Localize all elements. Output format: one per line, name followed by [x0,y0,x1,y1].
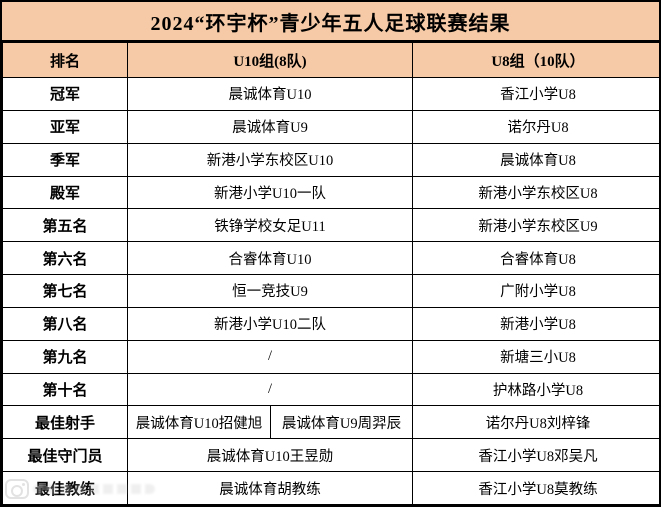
table-row: 第十名 / 护林路小学U8 [2,372,659,407]
u10-team-cell: 晨诚体育U10 [126,77,414,111]
rank-cell: 第五名 [2,208,128,243]
table-row: 亚军 晨诚体育U9 诺尔丹U8 [2,109,659,144]
rank-cell: 第九名 [2,339,128,374]
table-row: 第六名 合睿体育U10 合睿体育U8 [2,241,659,276]
rank-cell: 第七名 [2,274,128,308]
table-row: 第八名 新港小学U10二队 新港小学U8 [2,306,659,341]
u8-team-cell: 晨诚体育U8 [412,142,659,177]
table-row: 季军 新港小学东校区U10 晨诚体育U8 [2,142,659,177]
column-header-rank: 排名 [2,42,128,78]
rank-cell: 最佳教练 [2,471,128,505]
u8-team-cell: 诺尔丹U8刘梓锋 [412,405,659,440]
u10-team-cell: 晨诚体育U9周羿辰 [269,405,414,440]
rank-cell: 冠军 [2,77,128,111]
rank-cell: 第十名 [2,372,128,407]
u8-team-cell: 新港小学U8 [412,306,659,341]
u10-team-cell: 晨诚体育U9 [126,109,414,144]
page-title: 2024“环宇杯”青少年五人足球联赛结果 [2,2,659,42]
table-row: 第五名 铁铮学校女足U11 新港小学东校区U9 [2,208,659,243]
u8-team-cell: 新港小学东校区U9 [412,208,659,243]
rank-cell: 最佳守门员 [2,438,128,473]
rank-cell: 季军 [2,142,128,177]
table-row: 最佳射手 晨诚体育U10招健旭 晨诚体育U9周羿辰 诺尔丹U8刘梓锋 [2,405,659,440]
u8-team-cell: 香江小学U8邓吴凡 [412,438,659,473]
column-header-u8: U8组（10队） [412,42,659,78]
results-table-header: 排名 U10组(8队) U8组（10队） [2,42,659,78]
u10-team-cell: 新港小学U10一队 [126,175,414,210]
u8-team-cell: 广附小学U8 [412,274,659,308]
table-row: 最佳守门员 晨诚体育U10王昱勋 香江小学U8邓吴凡 [2,438,659,473]
table-row: 最佳教练 晨诚体育胡教练 香江小学U8莫教练 [2,471,659,505]
table-row: 冠军 晨诚体育U10 香江小学U8 [2,77,659,111]
u8-team-cell: 护林路小学U8 [412,372,659,407]
results-table-body: 冠军 晨诚体育U10 香江小学U8 亚军 晨诚体育U9 诺尔丹U8 季军 新港小学东校区U10… [2,77,659,505]
u8-team-cell: 香江小学U8莫教练 [412,471,659,505]
u10-team-cell: 新港小学U10二队 [126,306,414,341]
table-row: 第七名 恒一竞技U9 广附小学U8 [2,274,659,308]
u10-team-cell: 恒一竞技U9 [126,274,414,308]
u8-team-cell: 合睿体育U8 [412,241,659,276]
table-row: 殿军 新港小学U10一队 新港小学东校区U8 [2,175,659,210]
u10-team-cell: 新港小学东校区U10 [126,142,414,177]
u10-team-cell: 晨诚体育胡教练 [126,471,414,505]
rank-cell: 第六名 [2,241,128,276]
u10-team-cell: 合睿体育U10 [126,241,414,276]
header-row: 排名 U10组(8队) U8组（10队） [2,42,659,78]
u8-team-cell: 香江小学U8 [412,77,659,111]
u10-team-cell: / [126,372,414,407]
u10-team-cell: 晨诚体育U10招健旭 [127,405,271,440]
u8-team-cell: 新塘三小U8 [412,339,659,374]
u10-team-cell: 铁铮学校女足U11 [126,208,414,243]
u8-team-cell: 新港小学东校区U8 [412,175,659,210]
u8-team-cell: 诺尔丹U8 [412,109,659,144]
rank-cell: 亚军 [2,109,128,144]
table-row: 第九名 / 新塘三小U8 [2,339,659,374]
rank-cell: 第八名 [2,306,128,341]
rank-cell: 殿军 [2,175,128,210]
u10-team-cell: / [126,339,414,374]
rank-cell: 最佳射手 [2,405,128,440]
column-header-u10: U10组(8队) [126,42,414,78]
u10-team-cell: 晨诚体育U10王昱勋 [126,438,414,473]
results-table: 排名 U10组(8队) U8组（10队） 冠军 晨诚体育U10 香江小学U8 亚军 晨诚… [2,42,659,505]
